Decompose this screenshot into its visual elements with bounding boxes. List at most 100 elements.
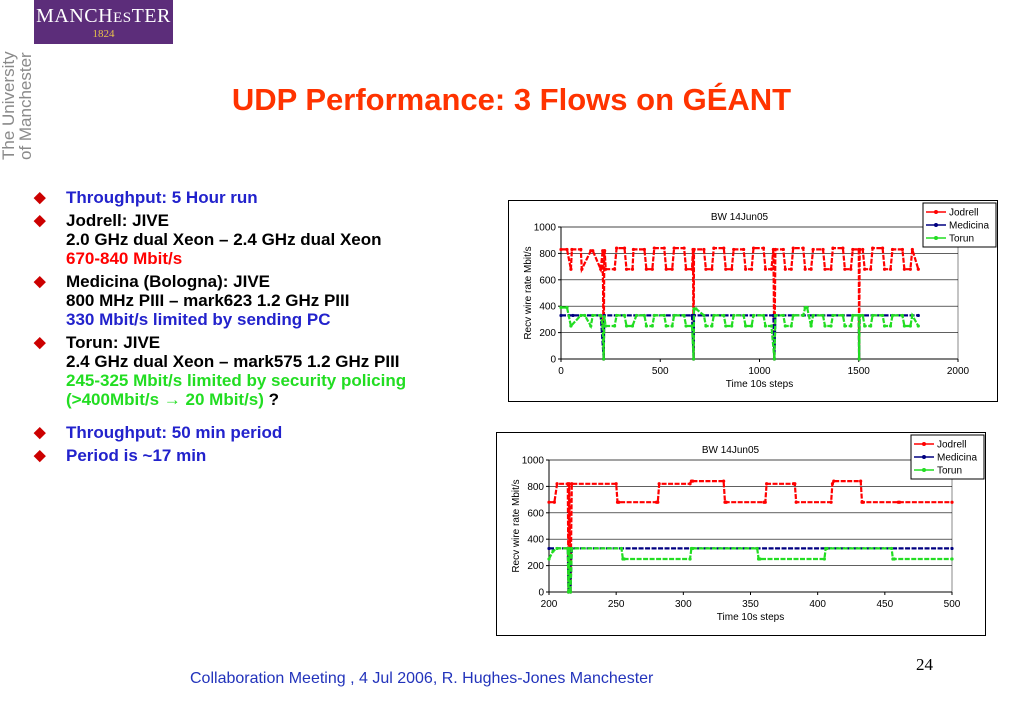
data-point-torun [822, 557, 826, 561]
data-point-torun [851, 313, 855, 318]
data-point-torun [567, 546, 571, 551]
data-point-jodrell [702, 247, 706, 252]
data-point-jodrell [829, 500, 833, 504]
chart-50-min-period: 0 200 400 600 800 1000 200 250 300 350 400 450 500 BW… [496, 432, 986, 636]
data-point-jodrell [880, 246, 885, 250]
legend-marker-jodrell [922, 442, 926, 446]
data-point-torun [789, 324, 793, 328]
data-point-torun [821, 313, 825, 318]
x-tick-label: 450 [876, 599, 893, 610]
data-point-torun [858, 313, 862, 318]
x-tick-label: 500 [944, 599, 961, 610]
page-number: 24 [916, 655, 933, 674]
footer-text: Collaboration Meeting , 4 Jul 2006, R. H… [190, 670, 654, 687]
data-point-jodrell [691, 479, 695, 483]
data-point-torun [624, 324, 629, 328]
data-point-jodrell [902, 267, 907, 271]
arrow-right-icon: → [163, 390, 181, 409]
data-point-jodrell [724, 267, 728, 271]
data-point-jodrell [630, 267, 635, 271]
data-point-jodrell [871, 246, 875, 250]
data-point-jodrell [916, 267, 920, 271]
data-point-torun [908, 324, 912, 328]
data-point-torun [732, 313, 736, 318]
y-tick-label: 600 [527, 508, 544, 519]
data-point-torun [579, 313, 583, 318]
y-tick-label: 0 [550, 355, 556, 366]
x-tick-label: 2000 [947, 366, 970, 377]
data-point-torun [569, 324, 573, 328]
data-point-torun [861, 313, 865, 318]
data-point-torun [755, 546, 759, 551]
data-point-torun [889, 546, 894, 551]
data-point-jodrell [861, 247, 865, 252]
data-point-torun [551, 549, 555, 553]
data-point-torun [871, 313, 875, 318]
data-point-torun [772, 357, 776, 361]
data-point-jodrell [652, 246, 656, 250]
data-point-jodrell [555, 482, 559, 486]
plot-area [548, 459, 953, 593]
data-point-torun [722, 313, 726, 318]
data-point-jodrell [570, 482, 574, 486]
data-point-torun [801, 313, 805, 318]
data-point-torun [783, 324, 787, 328]
data-point-jodrell [821, 247, 825, 252]
data-point-torun [888, 324, 893, 328]
legend-marker-medicina [922, 455, 926, 459]
data-point-torun [882, 324, 887, 328]
data-point-torun [773, 313, 777, 318]
data-point-jodrell [710, 267, 714, 271]
data-point-jodrell [900, 247, 905, 252]
data-point-torun [622, 557, 626, 561]
data-point-medicina [559, 313, 563, 318]
data-point-jodrell [794, 500, 798, 504]
data-point-jodrell [704, 267, 708, 271]
y-tick-label: 800 [539, 249, 556, 260]
data-point-torun [690, 324, 694, 328]
bullet-item: ◆ Torun: JIVE 2.4 GHz dual Xeon – mark575 … [34, 333, 474, 409]
data-point-torun [691, 357, 696, 361]
data-point-torun [910, 313, 914, 318]
slide-title: UDP Performance: 3 Flows on GÉANT [231, 82, 792, 117]
data-point-torun [769, 324, 774, 328]
data-point-jodrell [712, 246, 716, 250]
manchester-logo: MANCHESTER 1824 [34, 0, 173, 44]
data-point-torun [682, 313, 686, 318]
data-point-jodrell [657, 482, 661, 486]
data-point-jodrell [882, 267, 887, 271]
data-point-jodrell [744, 267, 748, 271]
data-point-jodrell [763, 267, 768, 271]
data-point-jodrell [624, 267, 629, 271]
data-point-jodrell [672, 246, 676, 250]
data-point-torun [601, 324, 605, 328]
data-point-torun [809, 324, 813, 328]
legend-marker-medicina [934, 223, 938, 227]
data-point-torun [602, 357, 606, 361]
data-point-jodrell [614, 246, 619, 250]
data-point-jodrell [793, 482, 797, 486]
series-line-torun [561, 306, 920, 360]
bullet-line: 2.4 GHz dual Xeon – mark575 1.2 GHz PIII [66, 352, 400, 371]
data-point-torun [880, 313, 885, 318]
y-tick-label: 800 [527, 482, 544, 493]
data-point-jodrell [742, 247, 746, 252]
data-point-medicina [547, 546, 551, 551]
x-axis-label: Time 10s steps [717, 612, 784, 623]
data-point-torun [805, 305, 809, 310]
data-point-torun [950, 557, 954, 561]
x-tick-label: 500 [652, 366, 669, 377]
data-point-jodrell [858, 247, 862, 252]
data-point-torun [652, 313, 656, 318]
data-point-torun [758, 557, 762, 561]
legend-entry: Jodrell [937, 440, 966, 451]
bullet-item: ◆ Throughput: 5 Hour run [34, 188, 474, 207]
data-point-torun [630, 324, 635, 328]
data-point-torun [744, 324, 748, 328]
data-point-jodrell [614, 482, 618, 486]
data-point-jodrell [664, 267, 668, 271]
data-point-torun [763, 324, 768, 328]
data-point-torun [614, 313, 619, 318]
bullet-line: Period is ~17 min [66, 446, 207, 465]
chart-5-hour-run-svg: 0 200 400 600 800 1000 0 500 1000 1500 2000 BW 14Ju… [523, 202, 997, 390]
